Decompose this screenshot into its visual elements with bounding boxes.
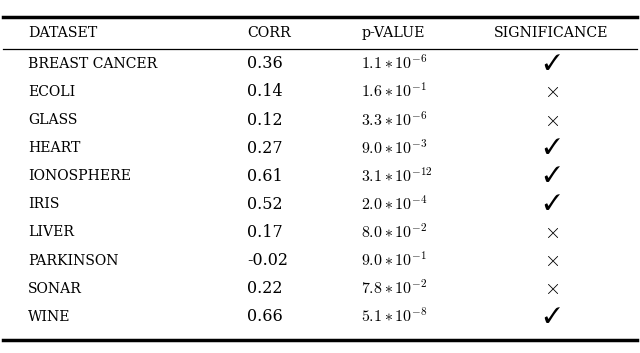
Text: $\checkmark$: $\checkmark$ (543, 306, 561, 328)
Text: DATASET: DATASET (28, 26, 97, 40)
Text: HEART: HEART (28, 141, 81, 155)
Text: 0.14: 0.14 (247, 83, 283, 101)
Text: 0.27: 0.27 (247, 140, 283, 157)
Text: LIVER: LIVER (28, 226, 74, 239)
Text: $\checkmark$: $\checkmark$ (543, 53, 561, 75)
Text: 0.66: 0.66 (247, 308, 283, 325)
Text: $9.0 \ast 10^{-1}$: $9.0 \ast 10^{-1}$ (361, 251, 428, 270)
Text: 0.52: 0.52 (247, 196, 283, 213)
Text: $7.8 \ast 10^{-2}$: $7.8 \ast 10^{-2}$ (361, 280, 428, 298)
Text: IONOSPHERE: IONOSPHERE (28, 169, 131, 183)
Text: -0.02: -0.02 (247, 252, 288, 269)
Text: $1.1 \ast 10^{-6}$: $1.1 \ast 10^{-6}$ (361, 55, 428, 73)
Text: $\times$: $\times$ (544, 223, 559, 242)
Text: IRIS: IRIS (28, 197, 60, 211)
Text: 0.36: 0.36 (247, 55, 283, 72)
Text: SONAR: SONAR (28, 282, 82, 296)
Text: 0.61: 0.61 (247, 168, 283, 185)
Text: $2.0 \ast 10^{-4}$: $2.0 \ast 10^{-4}$ (361, 195, 428, 214)
Text: $\times$: $\times$ (544, 251, 559, 270)
Text: 0.22: 0.22 (247, 280, 282, 297)
Text: $\times$: $\times$ (544, 83, 559, 101)
Text: CORR: CORR (247, 26, 291, 40)
Text: $1.6 \ast 10^{-1}$: $1.6 \ast 10^{-1}$ (361, 83, 428, 101)
Text: BREAST CANCER: BREAST CANCER (28, 57, 157, 71)
Text: SIGNIFICANCE: SIGNIFICANCE (494, 26, 609, 40)
Text: $8.0 \ast 10^{-2}$: $8.0 \ast 10^{-2}$ (361, 223, 428, 242)
Text: p-VALUE: p-VALUE (361, 26, 425, 40)
Text: 0.17: 0.17 (247, 224, 283, 241)
Text: $\times$: $\times$ (544, 110, 559, 130)
Text: 0.12: 0.12 (247, 112, 283, 128)
Text: $\checkmark$: $\checkmark$ (543, 137, 561, 159)
Text: $5.1 \ast 10^{-8}$: $5.1 \ast 10^{-8}$ (361, 307, 428, 326)
Text: $\checkmark$: $\checkmark$ (543, 165, 561, 187)
Text: $3.3 \ast 10^{-6}$: $3.3 \ast 10^{-6}$ (361, 111, 428, 129)
Text: GLASS: GLASS (28, 113, 77, 127)
Text: $9.0 \ast 10^{-3}$: $9.0 \ast 10^{-3}$ (361, 139, 428, 157)
Text: PARKINSON: PARKINSON (28, 253, 118, 268)
Text: $\times$: $\times$ (544, 279, 559, 298)
Text: WINE: WINE (28, 310, 70, 324)
Text: ECOLI: ECOLI (28, 85, 76, 99)
Text: $3.1 \ast 10^{-12}$: $3.1 \ast 10^{-12}$ (361, 167, 433, 185)
Text: $\checkmark$: $\checkmark$ (543, 193, 561, 215)
